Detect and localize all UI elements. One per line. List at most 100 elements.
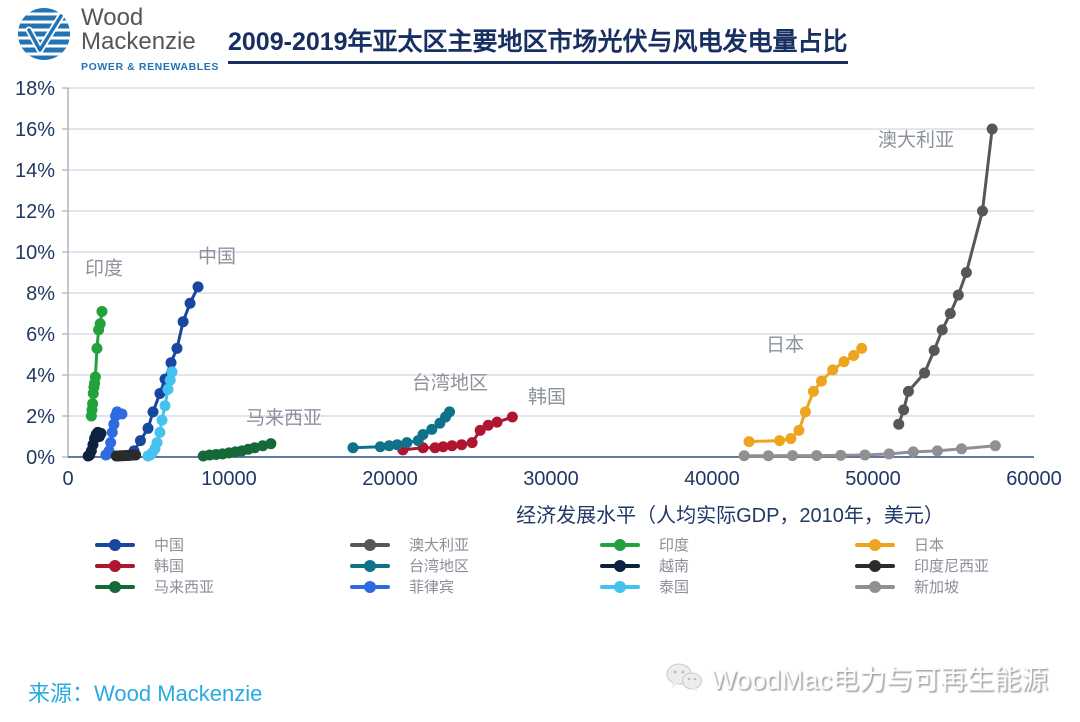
data-point: [848, 350, 860, 362]
data-point: [165, 357, 177, 369]
data-point: [154, 426, 166, 438]
data-point: [446, 440, 458, 452]
data-point: [944, 308, 956, 319]
series-中国: [128, 281, 204, 457]
data-point: [184, 297, 196, 309]
data-point: [474, 424, 486, 436]
data-point: [743, 436, 755, 448]
legend-marker-icon: [600, 538, 640, 551]
data-point: [793, 424, 805, 436]
data-point: [444, 406, 456, 418]
page-title: 2009-2019年亚太区主要地区市场光伏与风电发电量占比: [228, 22, 848, 64]
data-point: [105, 437, 117, 449]
data-point: [429, 442, 441, 454]
series-line: [897, 128, 994, 425]
series-泰国: [142, 366, 178, 462]
data-point: [466, 437, 478, 449]
legend-column: 日本印度尼西亚新加坡: [855, 534, 989, 597]
legend-marker-icon: [95, 580, 135, 593]
data-point: [426, 423, 438, 435]
source-value: Wood Mackenzie: [94, 681, 263, 706]
data-point: [91, 342, 103, 354]
x-tick-label: 10000: [201, 468, 257, 490]
x-tick-label: 30000: [523, 468, 579, 490]
y-tick-label: 18%: [15, 78, 55, 100]
data-point: [156, 414, 168, 426]
data-point: [799, 406, 811, 418]
logo-subtitle: POWER & RENEWABLES: [81, 60, 219, 73]
legend-item: 日本: [855, 534, 989, 555]
data-point: [931, 445, 943, 457]
legend-marker-icon: [855, 580, 895, 593]
series-越南: [82, 426, 107, 462]
legend-column: 中国 韩国 马来西亚: [95, 534, 214, 597]
legend-label: 台湾地区: [409, 558, 470, 575]
data-point: [401, 437, 413, 449]
legend-column: 澳大利亚台湾地区 菲律宾: [350, 534, 469, 597]
data-point: [919, 367, 931, 379]
data-point: [762, 450, 774, 462]
series-新加坡: [738, 440, 1001, 462]
series-label: 中国: [198, 245, 236, 267]
data-point: [374, 441, 386, 453]
series-马来西亚: [197, 438, 277, 462]
source-line: 来源：Wood Mackenzie: [28, 676, 262, 708]
legend-label: 澳大利亚: [409, 537, 470, 554]
data-point: [838, 356, 850, 368]
data-point: [265, 438, 277, 450]
legend-item: 马来西亚: [95, 576, 214, 597]
data-point: [815, 375, 827, 387]
data-point: [383, 440, 395, 452]
data-point: [785, 433, 797, 445]
data-point: [907, 446, 919, 458]
data-point: [106, 426, 118, 438]
legend-marker-icon: [855, 538, 895, 551]
data-point: [952, 289, 964, 301]
legend-item: 越南: [600, 555, 689, 576]
series-印度: [85, 305, 108, 422]
data-point: [147, 406, 159, 418]
data-point: [347, 442, 359, 454]
data-point: [506, 411, 518, 423]
legend-marker-icon: [350, 559, 390, 572]
data-point: [898, 404, 910, 416]
logo-word-2: Mackenzie: [81, 28, 196, 56]
legend-label: 印度尼西亚: [914, 558, 990, 575]
data-point: [491, 416, 503, 428]
legend-item: 中国: [95, 534, 214, 555]
wechat-icon: [666, 663, 702, 692]
legend-item: 印度: [600, 534, 689, 555]
data-point: [116, 408, 128, 420]
data-point: [171, 342, 183, 354]
x-tick-label: 60000: [1006, 468, 1062, 490]
legend-item: 菲律宾: [350, 576, 469, 597]
legend-marker-icon: [600, 559, 640, 572]
y-tick-label: 12%: [15, 201, 55, 223]
data-point: [166, 366, 178, 378]
x-tick-label: 20000: [362, 468, 418, 490]
legend-marker-icon: [95, 559, 135, 572]
data-point: [192, 281, 204, 293]
data-point: [835, 449, 847, 461]
legend-label: 马来西亚: [154, 579, 215, 596]
legend-item: 泰国: [600, 576, 689, 597]
legend-label: 泰国: [659, 579, 690, 596]
data-point: [787, 450, 798, 462]
y-tick-label: 16%: [15, 119, 55, 141]
legend-label: 印度: [659, 537, 690, 554]
data-point: [936, 324, 948, 336]
data-point: [159, 400, 171, 412]
source-label: 来源：: [28, 681, 95, 706]
legend-label: 新加坡: [914, 579, 960, 596]
data-point: [989, 440, 1001, 452]
series-印度尼西亚: [110, 449, 142, 462]
x-tick-label: 50000: [845, 468, 901, 490]
data-point: [164, 374, 176, 386]
data-point: [902, 385, 914, 397]
legend-label: 越南: [659, 558, 690, 575]
legend-label: 中国: [154, 537, 185, 554]
legend-label: 韩国: [154, 558, 185, 575]
y-tick-label: 0%: [26, 447, 55, 469]
legend-column: 印度 越南 泰国: [600, 534, 689, 597]
